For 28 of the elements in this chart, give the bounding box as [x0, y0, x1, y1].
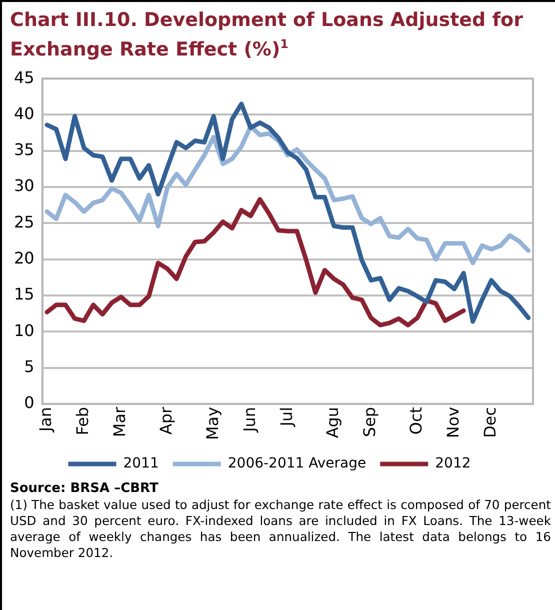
x-tick-label: Jul [276, 407, 296, 428]
x-tick-label: Jan [36, 407, 56, 433]
chart-title: Chart III.10. Development of Loans Adjusted for Exchange Rate Effect (%)$^{1}$ [9, 8, 524, 62]
legend-label: 2006-2011 Average [228, 456, 366, 472]
y-tick-label: 40 [14, 104, 34, 124]
x-tick-label: Nov [443, 407, 462, 438]
y-tick-label: 15 [14, 284, 34, 304]
legend-label: 2012 [435, 456, 471, 472]
x-tick-label: May [202, 407, 222, 440]
x-tick-label: Apr [156, 406, 176, 435]
x-tick-label: Agu [323, 407, 342, 438]
y-tick-label: 45 [14, 68, 34, 88]
y-tick-label: 20 [14, 248, 34, 268]
text: (1) The basket value used to adjust for exchange rate effect is composed of 70 percent USD and 30 percent euro. FX-indexed loans are included in FX Loans. The 13-week average of weekly changes has been annualized. The latest data belongs to 16 November 2012. [10, 497, 551, 562]
source-note: Source: BRSA –CBRT [10, 481, 160, 498]
y-tick-label: 10 [14, 321, 34, 340]
y-tick-label: 0 [24, 393, 34, 412]
x-tick-label: Sep [360, 407, 380, 438]
x-tick-label: Jun [240, 407, 259, 434]
x-tick-label: Mar [110, 406, 130, 438]
x-tick-label: Dec [480, 407, 500, 438]
y-tick-label: 30 [14, 176, 34, 196]
y-tick-label: 25 [14, 212, 34, 232]
x-tick-label: Oct [406, 407, 426, 435]
y-tick-label: 35 [14, 140, 34, 160]
legend-label: 2011 [123, 456, 159, 472]
y-tick-label: 5 [24, 357, 34, 376]
x-tick-label: Feb [73, 407, 92, 436]
